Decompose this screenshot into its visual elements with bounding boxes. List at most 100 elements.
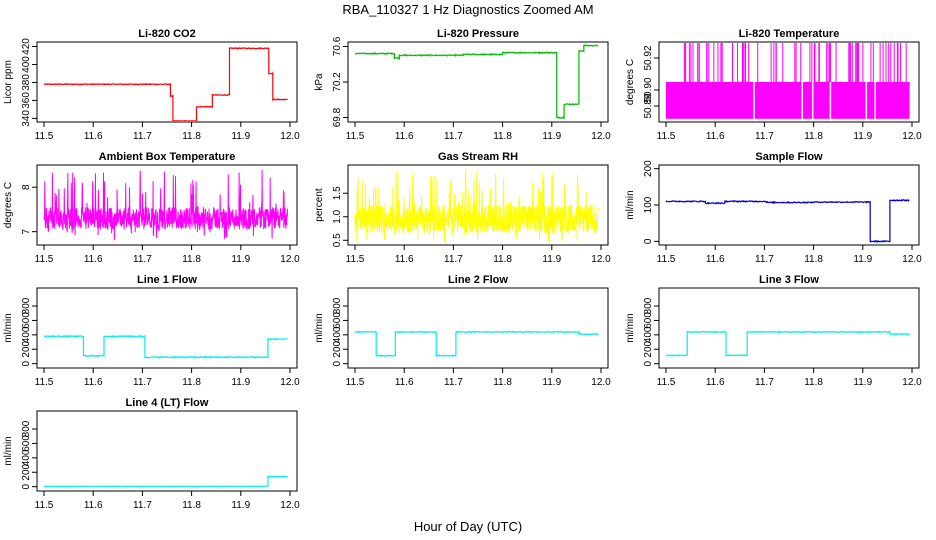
- y-tick-label: 7: [21, 228, 32, 234]
- y-tick-label: 8: [21, 184, 32, 190]
- y-tick-label: 600: [332, 312, 343, 329]
- x-tick-label: 11.8: [804, 131, 823, 142]
- x-tick-label: 11.5: [346, 377, 365, 388]
- x-tick-label: 11.8: [804, 377, 823, 388]
- series-group: [354, 169, 599, 243]
- x-tick-label: 11.7: [444, 131, 463, 142]
- x-tick-label: 11.5: [35, 377, 54, 388]
- y-axis-label: ml/min: [3, 313, 14, 342]
- panel-title: Line 1 Flow: [137, 274, 197, 286]
- y-tick-label: 800: [21, 420, 32, 437]
- x-tick-label: 11.9: [231, 131, 250, 142]
- x-tick-label: 11.6: [395, 131, 414, 142]
- x-tick-label: 11.5: [346, 254, 365, 265]
- y-tick-label: 100: [643, 196, 654, 213]
- x-tick-label: 11.6: [395, 254, 414, 265]
- y-tick-label: 0: [332, 360, 343, 366]
- panel-8: Line 2 Flow 11.5 11.6 11.7 11.8 11.9 12.0 0 2004…: [314, 274, 611, 388]
- panel-7: Line 1 Flow 11.5 11.6 11.7 11.8 11.9 12.0 0 2004…: [3, 274, 300, 388]
- series-group: [354, 330, 599, 358]
- y-tick-label: 400: [21, 56, 32, 73]
- x-tick-label: 11.5: [657, 254, 676, 265]
- y-axis-label: kPa: [314, 73, 325, 91]
- series-group: [43, 475, 288, 488]
- figure-xlabel: Hour of Day (UTC): [414, 519, 522, 534]
- y-tick-label: 200: [643, 160, 654, 177]
- x-tick-label: 11.9: [231, 500, 250, 511]
- x-tick-label: 11.7: [755, 254, 774, 265]
- series-line: [354, 169, 599, 243]
- panel-2: Li-820 Pressure 11.5 11.6 11.7 11.8 11.9 12.0 6…: [314, 28, 611, 142]
- panel-10: Line 4 (LT) Flow 11.5 11.6 11.7 11.8 11.9 12.0…: [3, 397, 300, 511]
- x-tick-label: 12.0: [902, 377, 922, 388]
- panel-title: Ambient Box Temperature: [99, 151, 236, 163]
- x-tick-label: 12.0: [280, 131, 300, 142]
- x-tick-label: 11.6: [84, 131, 103, 142]
- y-tick-label: 1.0: [332, 209, 343, 223]
- x-tick-label: 11.9: [853, 254, 872, 265]
- x-tick-label: 11.6: [84, 377, 103, 388]
- x-tick-label: 11.6: [84, 500, 103, 511]
- y-axis-label: ml/min: [625, 190, 636, 219]
- series-group: [665, 330, 910, 357]
- y-tick-label: 600: [21, 312, 32, 329]
- y-tick-label: 0: [21, 360, 32, 366]
- y-tick-label: 0: [643, 360, 654, 366]
- y-tick-label: 360: [21, 92, 32, 109]
- y-tick-label: 200: [21, 340, 32, 357]
- panel-1: Li-820 CO2 11.5 11.6 11.7 11.8 11.9 12.0 340360…: [3, 28, 300, 142]
- x-tick-label: 11.9: [853, 377, 872, 388]
- panel-5: Gas Stream RH 11.5 11.6 11.7 11.8 11.9 12.0 0.5…: [314, 151, 611, 265]
- y-tick-label: 420: [21, 38, 32, 55]
- x-tick-label: 11.8: [493, 131, 512, 142]
- x-tick-label: 11.8: [182, 500, 201, 511]
- x-tick-label: 11.8: [182, 254, 201, 265]
- y-tick-label: 50.90: [643, 77, 654, 102]
- x-tick-label: 11.5: [35, 131, 54, 142]
- series-group: [43, 46, 288, 121]
- x-tick-label: 11.5: [657, 377, 676, 388]
- y-axis-label: percent: [314, 188, 325, 222]
- figure-title: RBA_110327 1 Hz Diagnostics Zoomed AM: [342, 2, 593, 17]
- series-line: [43, 475, 288, 488]
- panel-title: Sample Flow: [755, 151, 823, 163]
- x-tick-label: 11.9: [542, 131, 561, 142]
- y-tick-label: 69.8: [332, 107, 343, 127]
- y-tick-label: 400: [332, 326, 343, 343]
- y-tick-label: 600: [21, 435, 32, 452]
- y-tick-label: 400: [21, 326, 32, 343]
- series-band: [666, 82, 910, 119]
- panel-grid: Li-820 CO2 11.5 11.6 11.7 11.8 11.9 12.0 340360…: [3, 28, 922, 511]
- x-tick-label: 12.0: [280, 377, 300, 388]
- y-tick-label: 800: [332, 297, 343, 314]
- x-tick-label: 11.6: [84, 254, 103, 265]
- y-tick-label: 380: [21, 74, 32, 91]
- panel-title: Gas Stream RH: [438, 151, 518, 163]
- x-tick-label: 12.0: [591, 131, 611, 142]
- y-axis-label: ml/min: [314, 313, 325, 342]
- x-tick-label: 11.7: [133, 500, 152, 511]
- panel-title: Line 4 (LT) Flow: [126, 397, 209, 409]
- x-tick-label: 12.0: [902, 254, 922, 265]
- y-tick-label: 1.5: [332, 186, 343, 200]
- x-tick-label: 11.9: [853, 131, 872, 142]
- y-tick-label: 340: [21, 110, 32, 127]
- plot-frame: [347, 164, 609, 246]
- panel-3: Li-820 Temperature 11.5 11.6 11.7 11.8 11.9 12…: [625, 28, 922, 142]
- panel-title: Line 2 Flow: [448, 274, 508, 286]
- y-tick-label: 0: [643, 238, 654, 244]
- plot-frame: [36, 41, 298, 123]
- plot-frame: [658, 287, 920, 369]
- x-tick-label: 11.8: [182, 377, 201, 388]
- x-tick-label: 11.9: [231, 377, 250, 388]
- series-line: [354, 44, 599, 119]
- y-tick-label: 70.2: [332, 72, 343, 92]
- series-line: [354, 330, 599, 358]
- panel-6: Sample Flow 11.5 11.6 11.7 11.8 11.9 12.0 0 100 2…: [625, 151, 922, 265]
- x-tick-label: 12.0: [280, 500, 300, 511]
- y-axis-label: degrees C: [3, 182, 14, 228]
- plot-frame: [36, 410, 298, 492]
- x-tick-label: 11.6: [706, 254, 725, 265]
- x-tick-label: 11.5: [346, 131, 365, 142]
